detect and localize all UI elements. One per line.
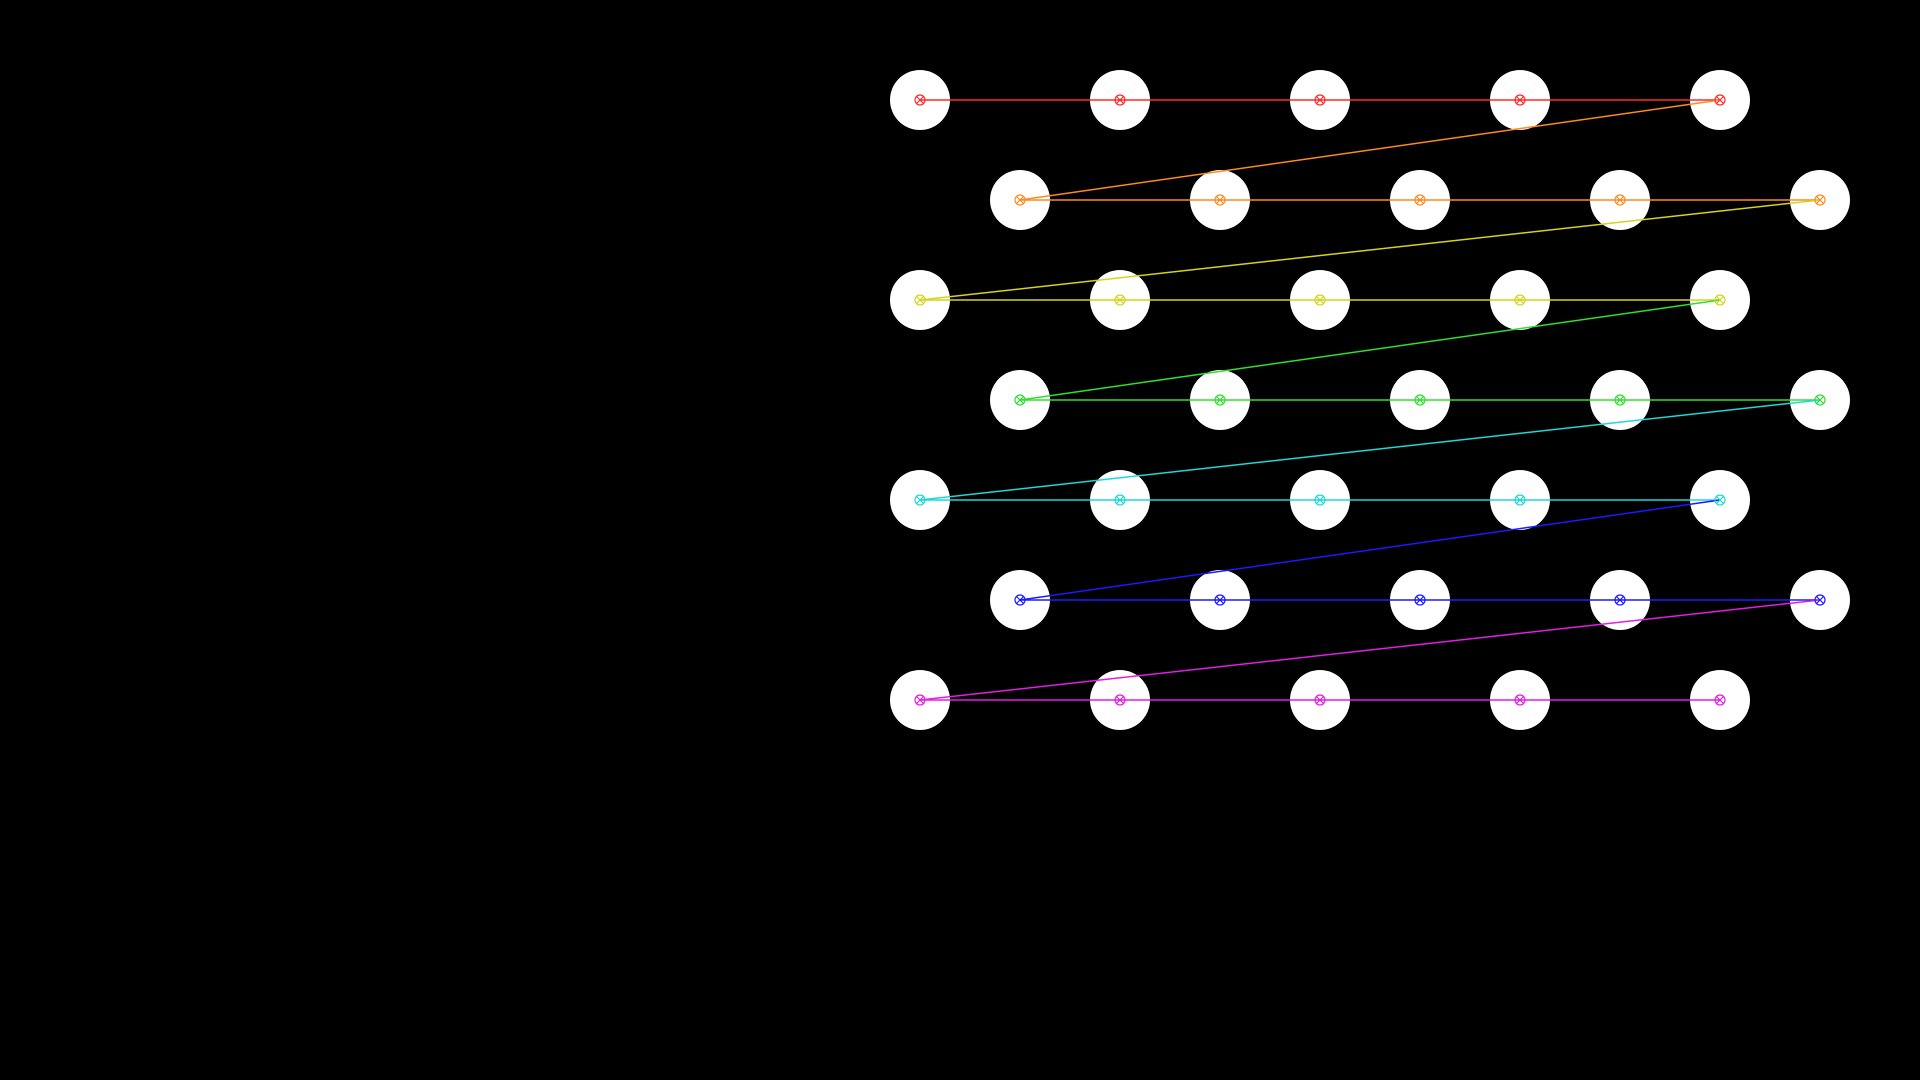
circled-x-icon bbox=[1114, 694, 1126, 706]
circled-x-icon bbox=[1614, 194, 1626, 206]
circled-x-icon bbox=[1514, 294, 1526, 306]
circled-x-icon bbox=[1514, 694, 1526, 706]
circled-x-icon bbox=[1214, 194, 1226, 206]
circled-x-icon bbox=[1014, 394, 1026, 406]
circled-x-icon bbox=[1114, 94, 1126, 106]
circled-x-icon bbox=[1614, 594, 1626, 606]
circled-x-icon bbox=[1214, 594, 1226, 606]
circled-x-icon bbox=[1714, 94, 1726, 106]
circled-x-icon bbox=[1814, 194, 1826, 206]
circled-x-icon bbox=[1514, 94, 1526, 106]
circled-x-icon bbox=[1314, 94, 1326, 106]
circled-x-icon bbox=[914, 494, 926, 506]
circled-x-icon bbox=[1414, 594, 1426, 606]
circled-x-icon bbox=[1714, 294, 1726, 306]
circled-x-icon bbox=[1414, 394, 1426, 406]
circled-x-icon bbox=[914, 294, 926, 306]
circled-x-icon bbox=[1614, 394, 1626, 406]
circled-x-icon bbox=[1814, 594, 1826, 606]
circled-x-icon bbox=[914, 94, 926, 106]
circled-x-icon bbox=[1114, 294, 1126, 306]
circled-x-icon bbox=[1814, 394, 1826, 406]
connector-line bbox=[919, 399, 1821, 501]
circled-x-icon bbox=[1714, 494, 1726, 506]
connector-line bbox=[919, 199, 1821, 301]
connector-line bbox=[1019, 299, 1721, 401]
circled-x-icon bbox=[1314, 294, 1326, 306]
connector-line bbox=[919, 599, 1821, 701]
connector-line bbox=[1019, 499, 1721, 601]
circled-x-icon bbox=[1414, 194, 1426, 206]
circled-x-icon bbox=[1314, 694, 1326, 706]
circled-x-icon bbox=[1214, 394, 1226, 406]
connector-line bbox=[1019, 99, 1721, 201]
circled-x-icon bbox=[1014, 594, 1026, 606]
circled-x-icon bbox=[1514, 494, 1526, 506]
circled-x-icon bbox=[1714, 694, 1726, 706]
circled-x-icon bbox=[914, 694, 926, 706]
circled-x-icon bbox=[1014, 194, 1026, 206]
circled-x-icon bbox=[1114, 494, 1126, 506]
circled-x-icon bbox=[1314, 494, 1326, 506]
